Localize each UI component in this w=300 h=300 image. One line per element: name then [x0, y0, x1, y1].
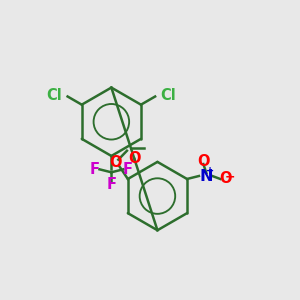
Text: F: F — [106, 177, 116, 192]
Text: O: O — [219, 172, 232, 187]
Text: −: − — [225, 171, 236, 184]
Text: F: F — [90, 162, 100, 177]
Text: O: O — [128, 152, 141, 166]
Text: Cl: Cl — [46, 88, 62, 103]
Text: N: N — [200, 169, 213, 184]
Text: O: O — [197, 154, 210, 169]
Text: +: + — [206, 166, 214, 176]
Text: Cl: Cl — [160, 88, 176, 103]
Text: O: O — [110, 155, 122, 170]
Text: F: F — [123, 162, 133, 177]
